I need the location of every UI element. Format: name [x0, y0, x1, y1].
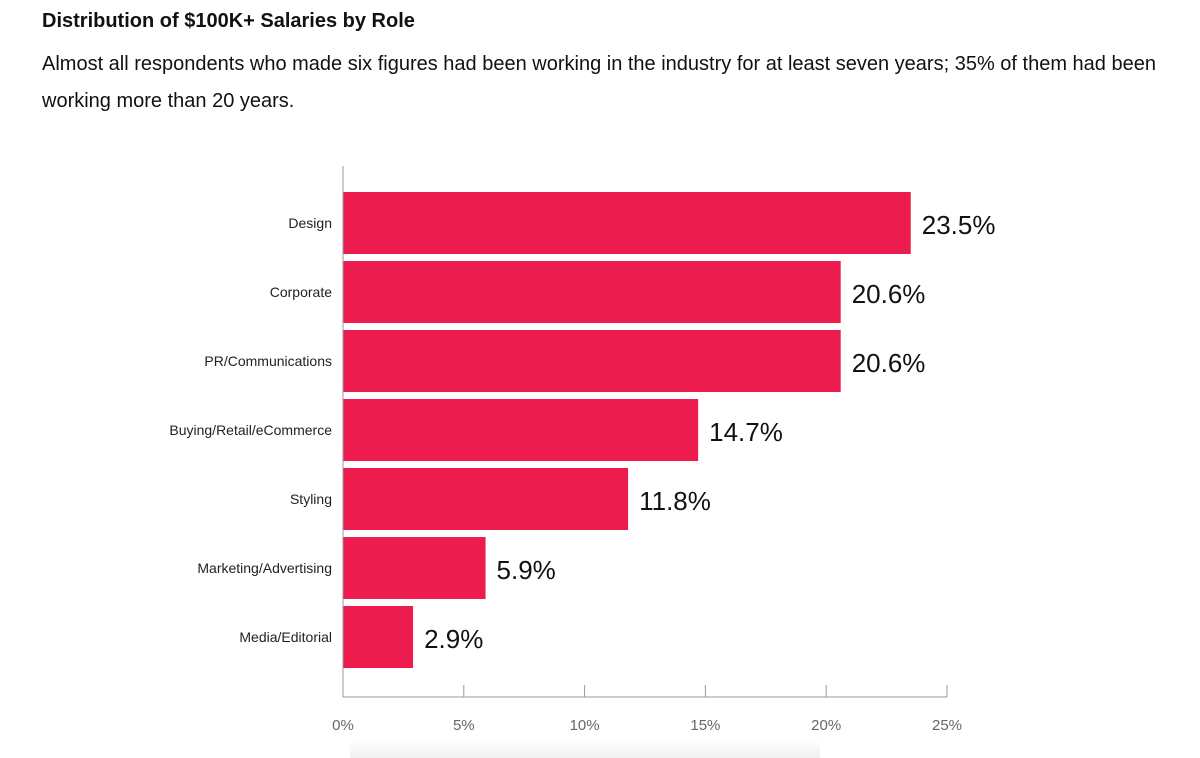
value-label: 20.6%	[852, 348, 926, 378]
bar	[343, 606, 414, 668]
x-tick-label: 5%	[453, 717, 475, 734]
category-label: Design	[288, 215, 332, 231]
value-labels-group: 23.5% 20.6% 20.6% 14.7% 11.8% 5.9% 2.9%	[424, 210, 995, 654]
x-tick-label: 10%	[570, 717, 600, 734]
value-label: 2.9%	[424, 624, 483, 654]
x-tick-label: 15%	[690, 717, 720, 734]
x-tick-label: 25%	[932, 717, 962, 734]
x-tick-label: 20%	[811, 717, 841, 734]
x-tick-label: 0%	[332, 717, 354, 734]
category-label: Marketing/Advertising	[197, 560, 332, 576]
category-label: PR/Communications	[204, 353, 332, 369]
bottom-fade	[350, 740, 820, 758]
bar	[343, 399, 699, 461]
bar	[343, 537, 486, 599]
value-label: 23.5%	[922, 210, 996, 240]
value-label: 14.7%	[709, 417, 783, 447]
category-label: Buying/Retail/eCommerce	[169, 422, 332, 438]
chart-subtitle: Almost all respondents who made six figu…	[42, 53, 1156, 112]
category-labels-group: Design Corporate PR/Communications Buying/R…	[169, 215, 332, 645]
bar	[343, 468, 629, 530]
bars-group	[343, 192, 911, 668]
value-label: 20.6%	[852, 279, 926, 309]
category-label: Media/Editorial	[239, 629, 332, 645]
category-label: Corporate	[270, 284, 332, 300]
bar	[343, 192, 911, 254]
value-label: 5.9%	[497, 555, 556, 585]
bar	[343, 330, 841, 392]
axes-group: 0% 5% 10% 15% 20% 25%	[332, 166, 962, 734]
value-label: 11.8%	[639, 486, 711, 516]
category-label: Styling	[290, 491, 332, 507]
chart-title: Distribution of $100K+ Salaries by Role	[42, 10, 415, 32]
bar	[343, 261, 841, 323]
